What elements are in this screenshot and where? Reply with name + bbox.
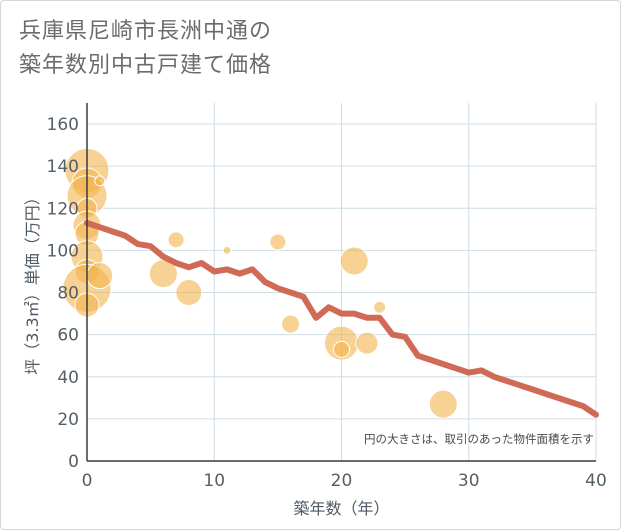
y-tick-label: 160 — [47, 115, 79, 135]
x-tick-label: 30 — [458, 471, 480, 491]
y-tick-label: 120 — [47, 199, 79, 219]
title-line-1: 兵庫県尼崎市長洲中通の — [19, 19, 273, 44]
trend-line — [84, 220, 599, 418]
y-tick-label: 140 — [47, 157, 79, 177]
chart-title: 兵庫県尼崎市長洲中通の 築年数別中古戸建て価格 — [19, 15, 272, 83]
x-axis-title: 築年数（年） — [293, 499, 389, 518]
tick-labels: 0 20 40 60 80 100 120 140 160 0 10 20 30 40 — [47, 115, 607, 491]
axes — [86, 103, 596, 462]
x-tick-label: 40 — [585, 471, 607, 491]
data-point — [167, 231, 185, 249]
x-tick-label: 10 — [203, 471, 225, 491]
y-axis-title: 坪（3.3㎡）単価（万円） — [23, 189, 42, 374]
data-point — [269, 233, 287, 251]
x-tick-label: 20 — [331, 471, 353, 491]
title-line-2: 築年数別中古戸建て価格 — [19, 53, 273, 78]
y-tick-label: 80 — [57, 284, 79, 304]
grid-lines — [87, 103, 597, 461]
y-tick-label: 40 — [57, 368, 79, 388]
x-tick-label: 0 — [82, 471, 93, 491]
size-legend-note: 円の大きさは、取引のあった物件面積を示す — [364, 432, 594, 446]
data-point — [355, 331, 379, 355]
y-tick-label: 20 — [57, 410, 79, 430]
y-tick-label: 60 — [57, 326, 79, 346]
y-tick-label: 0 — [68, 452, 79, 472]
data-point — [222, 245, 232, 255]
data-point — [281, 314, 301, 334]
data-point — [428, 389, 458, 419]
data-point — [175, 279, 203, 307]
data-point — [333, 340, 350, 358]
data-point — [339, 246, 369, 276]
data-point — [373, 300, 387, 314]
y-tick-label: 100 — [47, 241, 79, 261]
data-point — [94, 175, 106, 187]
data-point — [86, 262, 114, 290]
bubble-series — [62, 147, 458, 419]
